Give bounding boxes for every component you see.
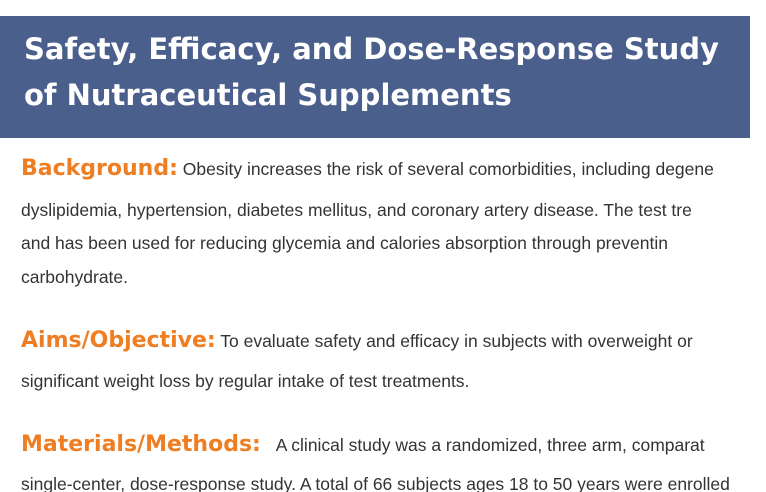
- background-heading: Background:: [21, 156, 178, 181]
- background-text-1: Obesity increases the risk of several co…: [182, 159, 714, 179]
- methods-line-1: Materials/Methods: A clinical study was …: [21, 434, 705, 456]
- title-banner: [0, 16, 750, 138]
- methods-heading: Materials/Methods:: [21, 432, 261, 457]
- aims-heading: Aims/Objective:: [21, 328, 216, 353]
- background-text-4: carbohydrate.: [21, 267, 129, 287]
- poster-title: Safety, Efficacy, and Dose-Response Stud…: [24, 26, 719, 118]
- methods-text-1: A clinical study was a randomized, three…: [275, 435, 705, 455]
- background-text-3: and has been used for reducing glycemia …: [21, 233, 668, 253]
- background-line-1: Background: Obesity increases the risk o…: [21, 158, 714, 180]
- methods-text-2: single-center, dose-response study. A to…: [21, 474, 730, 492]
- aims-text-2: significant weight loss by regular intak…: [21, 371, 470, 391]
- aims-line-1: Aims/Objective: To evaluate safety and e…: [21, 330, 693, 352]
- poster-title-line-1: Safety, Efficacy, and Dose-Response Stud…: [24, 32, 719, 66]
- poster-title-line-2: of Nutraceutical Supplements: [24, 78, 512, 112]
- background-text-2: dyslipidemia, hypertension, diabetes mel…: [21, 200, 692, 220]
- aims-text-1: To evaluate safety and efficacy in subje…: [220, 331, 693, 351]
